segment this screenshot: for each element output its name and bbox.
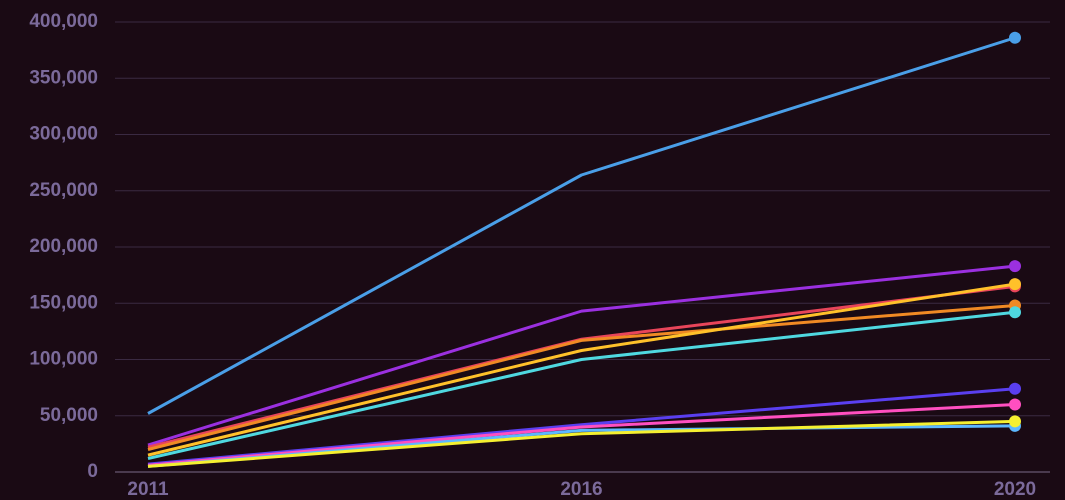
y-tick-label: 400,000 — [29, 11, 98, 32]
y-tick-label: 0 — [87, 461, 98, 482]
end-point — [1009, 260, 1021, 273]
end-point — [1009, 415, 1021, 428]
x-tick-label: 2020 — [994, 479, 1036, 500]
y-tick-label: 300,000 — [29, 124, 98, 145]
y-tick-label: 150,000 — [29, 292, 98, 313]
end-point — [1009, 278, 1021, 291]
series-line — [147, 424, 1016, 468]
y-tick-label: 250,000 — [29, 180, 98, 201]
x-tick-label: 2016 — [560, 479, 602, 500]
end-point — [1009, 382, 1021, 395]
series-line — [147, 310, 1016, 460]
end-point — [1009, 31, 1021, 44]
y-tick-label: 50,000 — [40, 405, 98, 426]
y-tick-label: 350,000 — [29, 67, 98, 88]
end-point — [1009, 398, 1021, 411]
y-tick-label: 100,000 — [29, 349, 98, 370]
end-point — [1009, 306, 1021, 319]
x-tick-label: 2011 — [127, 479, 169, 500]
series-line — [147, 282, 1016, 457]
series-line — [147, 403, 1016, 467]
series-line — [147, 304, 1016, 451]
series-line — [147, 264, 1016, 447]
series-line — [147, 419, 1016, 468]
y-tick-label: 200,000 — [29, 236, 98, 257]
series-line — [147, 36, 1016, 415]
